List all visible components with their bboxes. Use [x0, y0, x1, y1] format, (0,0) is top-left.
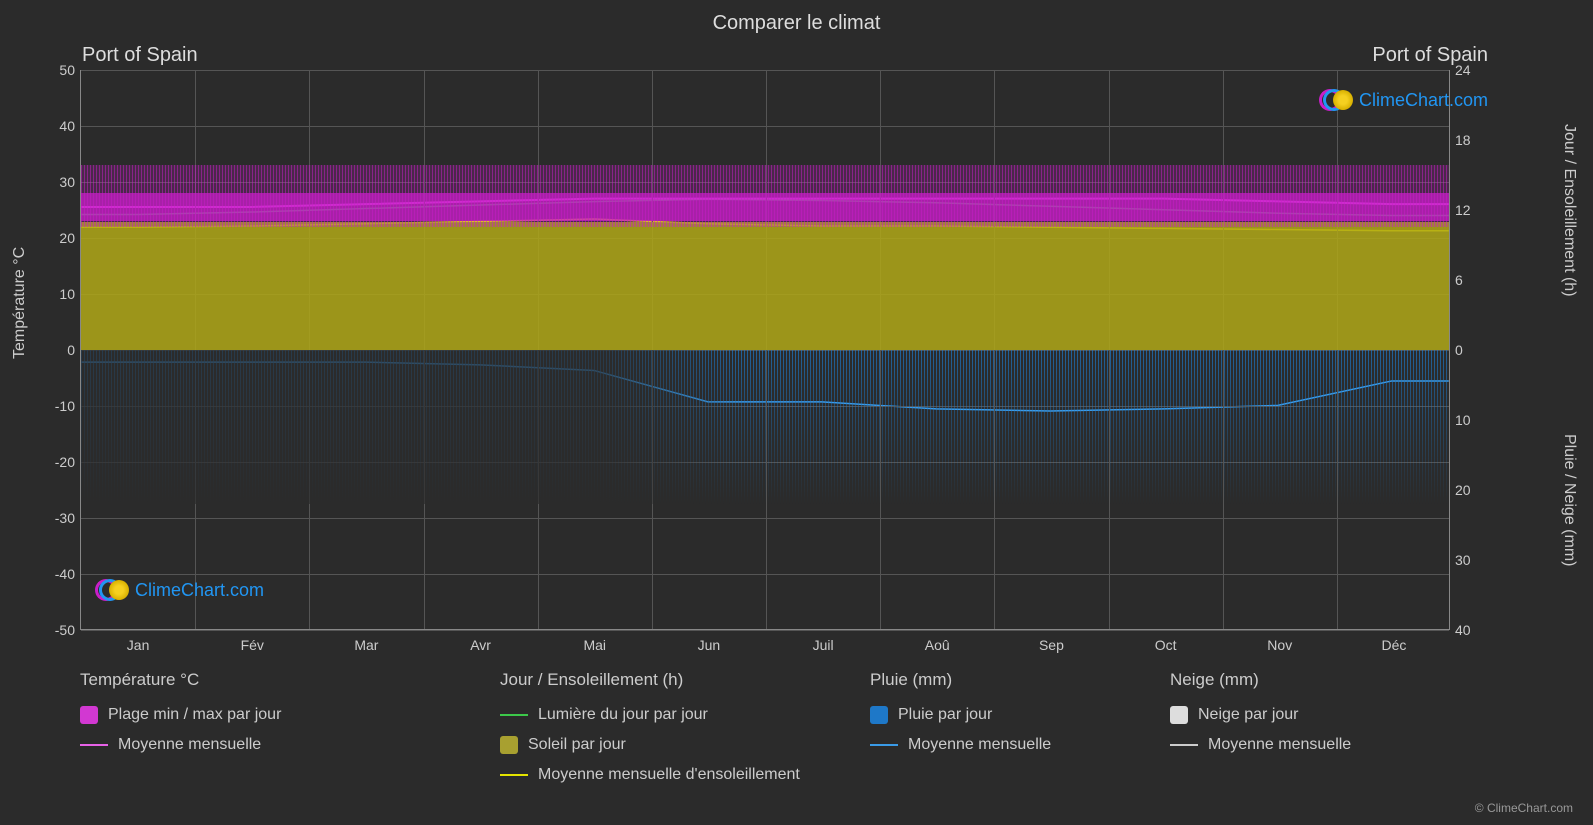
chart-title: Comparer le climat — [0, 0, 1593, 35]
x-tick-month: Jan — [127, 637, 150, 653]
x-tick-month: Mai — [583, 637, 606, 653]
legend-item: Neige par jour — [1170, 706, 1450, 724]
y-tick-left: -50 — [55, 622, 75, 638]
x-tick-month: Nov — [1267, 637, 1292, 653]
legend-item: Moyenne mensuelle — [870, 736, 1170, 754]
legend-label: Pluie par jour — [898, 706, 992, 724]
y-tick-left: -20 — [55, 454, 75, 470]
grid-line-h — [81, 630, 1449, 631]
climate-chart: Comparer le climat Port of Spain Port of… — [0, 0, 1593, 825]
legend-label: Plage min / max par jour — [108, 706, 281, 724]
climechart-logo-icon — [1319, 85, 1353, 115]
y-tick-right: 30 — [1455, 552, 1471, 568]
y-tick-left: 30 — [59, 174, 75, 190]
legend-swatch-icon — [870, 706, 888, 724]
rain-spikes — [81, 350, 1449, 504]
legend-swatch-icon — [80, 706, 98, 724]
watermark-text: ClimeChart.com — [1359, 90, 1488, 111]
legend-header: Température °C — [80, 670, 500, 690]
climechart-logo-icon — [95, 575, 129, 605]
y-axis-left-label: Température °C — [11, 247, 29, 359]
legend-line-icon — [500, 774, 528, 776]
x-tick-month: Déc — [1381, 637, 1406, 653]
legend-label: Lumière du jour par jour — [538, 706, 708, 724]
x-tick-month: Avr — [470, 637, 491, 653]
watermark: ClimeChart.com — [95, 575, 264, 605]
x-tick-month: Mar — [354, 637, 378, 653]
legend-column: Neige (mm) Neige par jour Moyenne mensuell… — [1170, 670, 1450, 784]
y-tick-right: 18 — [1455, 132, 1471, 148]
legend-column: Température °C Plage min / max par jour Mo… — [80, 670, 500, 784]
legend-header: Jour / Ensoleillement (h) — [500, 670, 870, 690]
x-tick-month: Juil — [813, 637, 834, 653]
legend-line-icon — [80, 744, 108, 746]
legend: Température °C Plage min / max par jour Mo… — [80, 670, 1480, 784]
y-tick-right: 20 — [1455, 482, 1471, 498]
legend-label: Moyenne mensuelle — [1208, 736, 1351, 754]
legend-line-icon — [1170, 744, 1198, 746]
location-label-left: Port of Spain — [82, 44, 198, 67]
y-tick-left: -10 — [55, 398, 75, 414]
y-tick-left: 0 — [67, 342, 75, 358]
x-tick-month: Aoû — [925, 637, 950, 653]
x-tick-month: Oct — [1155, 637, 1177, 653]
legend-label: Moyenne mensuelle — [118, 736, 261, 754]
y-tick-right: 24 — [1455, 62, 1471, 78]
legend-item: Moyenne mensuelle — [1170, 736, 1450, 754]
y-tick-left: 40 — [59, 118, 75, 134]
x-tick-month: Jun — [698, 637, 721, 653]
y-tick-left: 10 — [59, 286, 75, 302]
grid-line-h — [81, 574, 1449, 575]
sunlight-band — [81, 222, 1449, 350]
y-tick-right: 6 — [1455, 272, 1463, 288]
y-tick-left: 20 — [59, 230, 75, 246]
y-tick-left: 50 — [59, 62, 75, 78]
legend-label: Neige par jour — [1198, 706, 1299, 724]
y-tick-left: -30 — [55, 510, 75, 526]
plot-area: 50403020100-10-20-30-40-5024181260102030… — [80, 70, 1450, 630]
grid-line-h — [81, 126, 1449, 127]
grid-line-h — [81, 70, 1449, 71]
legend-header: Pluie (mm) — [870, 670, 1170, 690]
legend-column: Jour / Ensoleillement (h) Lumière du jour… — [500, 670, 870, 784]
legend-label: Soleil par jour — [528, 736, 626, 754]
copyright: © ClimeChart.com — [1475, 801, 1573, 815]
legend-item: Pluie par jour — [870, 706, 1170, 724]
legend-item: Moyenne mensuelle d'ensoleillement — [500, 766, 870, 784]
legend-item: Soleil par jour — [500, 736, 870, 754]
legend-label: Moyenne mensuelle — [908, 736, 1051, 754]
legend-line-icon — [500, 714, 528, 716]
watermark-text: ClimeChart.com — [135, 580, 264, 601]
legend-swatch-icon — [1170, 706, 1188, 724]
grid-line-h — [81, 518, 1449, 519]
x-tick-month: Fév — [241, 637, 264, 653]
y-axis-right-bottom-label: Pluie / Neige (mm) — [1560, 370, 1578, 630]
legend-label: Moyenne mensuelle d'ensoleillement — [538, 766, 800, 784]
legend-item: Lumière du jour par jour — [500, 706, 870, 724]
legend-swatch-icon — [500, 736, 518, 754]
legend-column: Pluie (mm) Pluie par jour Moyenne mensuell… — [870, 670, 1170, 784]
legend-item: Plage min / max par jour — [80, 706, 500, 724]
legend-line-icon — [870, 744, 898, 746]
temp-range-core — [81, 193, 1449, 221]
x-tick-month: Sep — [1039, 637, 1064, 653]
y-tick-right: 0 — [1455, 342, 1463, 358]
y-tick-right: 10 — [1455, 412, 1471, 428]
y-axis-right-top-label: Jour / Ensoleillement (h) — [1560, 70, 1578, 350]
y-tick-right: 12 — [1455, 202, 1471, 218]
legend-item: Moyenne mensuelle — [80, 736, 500, 754]
watermark: ClimeChart.com — [1319, 85, 1488, 115]
y-tick-right: 40 — [1455, 622, 1471, 638]
legend-header: Neige (mm) — [1170, 670, 1450, 690]
y-tick-left: -40 — [55, 566, 75, 582]
